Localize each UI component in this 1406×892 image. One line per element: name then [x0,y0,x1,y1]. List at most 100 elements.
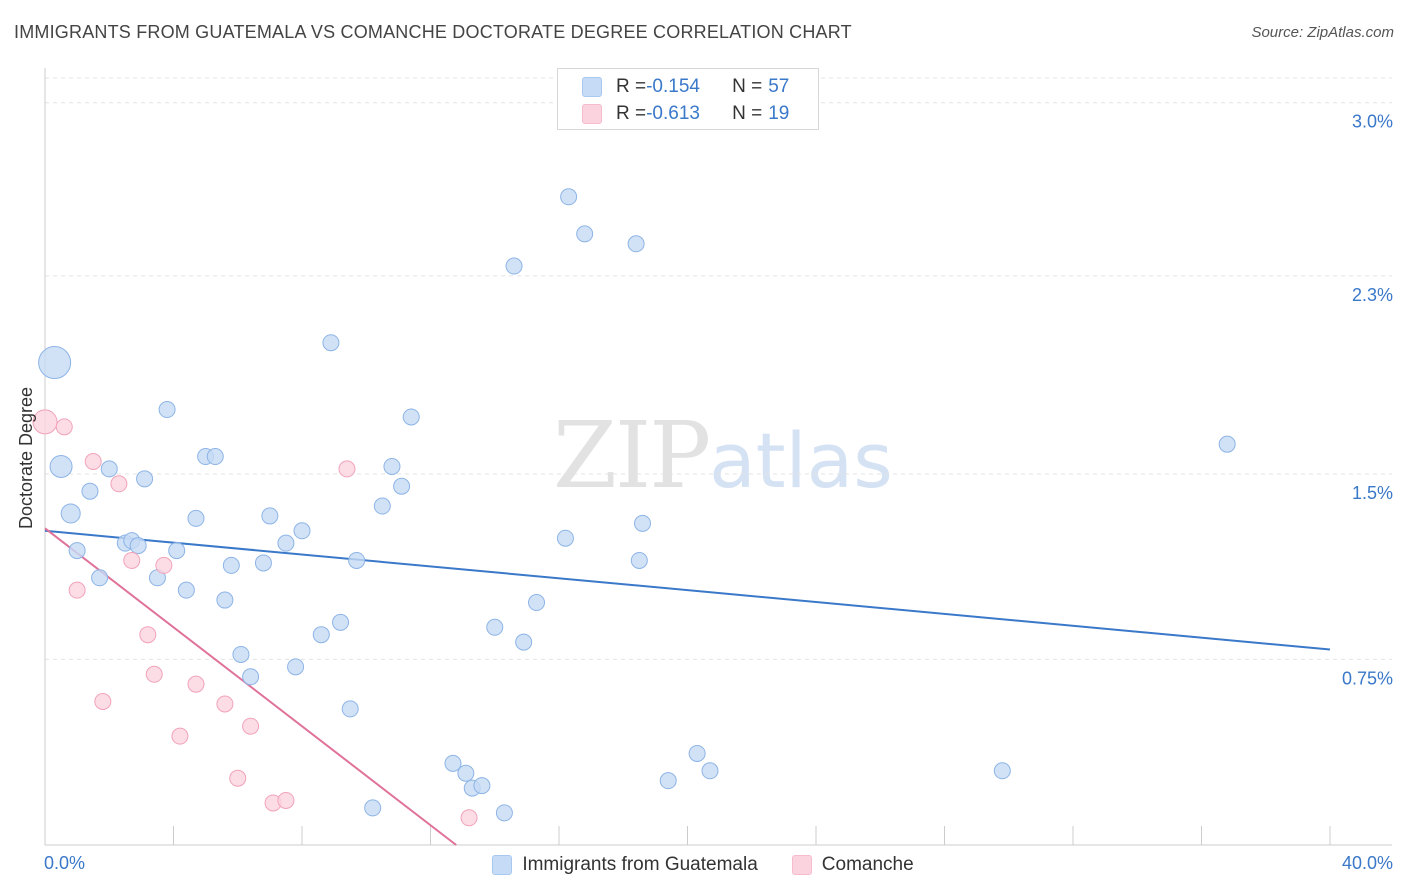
point-guatemala [129,537,147,555]
point-comanche [110,475,128,493]
point-guatemala [60,503,81,524]
r-value: -0.613 [646,103,700,124]
y-tick-label: 2.3% [1352,285,1393,305]
n-label: N = [732,103,763,124]
point-guatemala [373,497,391,515]
point-comanche [187,675,205,693]
r-label: R = [616,103,647,124]
axes [44,68,1392,846]
point-guatemala [383,457,401,475]
point-comanche [242,717,260,735]
data-points [32,188,1236,827]
point-guatemala [495,804,513,822]
point-guatemala [630,551,648,569]
r-label: R = [616,76,647,97]
legend-label-comanche: Comanche [821,854,914,875]
stats-row-comanche: R = -0.613 N = 19 [582,101,789,127]
guatemala-swatch [582,77,602,97]
point-guatemala [560,188,578,206]
trendline-guatemala [44,529,1331,651]
point-guatemala [261,507,279,525]
comanche-swatch [582,104,602,124]
legend-swatch-comanche [791,855,812,875]
legend-item-guatemala: Immigrants from Guatemala [492,854,758,876]
y-tick-label: 1.5% [1352,483,1393,503]
point-guatemala [49,454,73,478]
x-tick-label-min: 0.0% [44,853,85,873]
point-comanche [123,551,141,569]
y-tick-label: 3.0% [1352,112,1393,132]
point-guatemala [348,551,366,569]
tick-labels: 0.75% 1.5% 2.3% 3.0% 0.0% 40.0% Doctorate Degr… [16,112,1393,873]
point-comanche [155,556,173,574]
y-axis-label: Doctorate Degree [16,387,36,529]
point-comanche [84,453,102,470]
point-comanche [171,727,189,745]
correlation-stats-box: R = -0.154 N = 57 R = -0.613 N = 19 [557,68,819,130]
point-guatemala [402,408,420,426]
point-guatemala [341,700,359,718]
x-tick-label-max: 40.0% [1342,853,1393,873]
point-guatemala [293,522,311,540]
zipatlas-watermark: ZIPatlas [553,402,893,509]
point-comanche [460,809,478,827]
r-value: -0.154 [646,76,700,97]
point-guatemala [222,556,240,574]
legend-label-guatemala: Immigrants from Guatemala [522,854,758,875]
point-comanche [32,409,58,435]
point-guatemala [627,235,645,253]
point-guatemala [364,799,382,817]
point-guatemala [232,645,250,663]
n-label: N = [732,76,763,97]
point-comanche [139,626,157,644]
point-guatemala [81,482,99,500]
point-guatemala [576,225,594,243]
point-guatemala [158,401,176,419]
point-guatemala [634,514,652,532]
point-guatemala [68,542,86,560]
point-guatemala [254,554,272,572]
point-guatemala [216,591,234,609]
point-guatemala [277,534,295,552]
watermark-zip: ZIP [553,402,711,509]
trendline-comanche [44,527,457,846]
point-comanche [338,460,356,478]
point-guatemala [312,626,330,644]
point-guatemala [38,346,72,380]
point-guatemala [177,581,195,599]
point-guatemala [100,460,118,478]
n-value: 57 [768,76,790,97]
point-comanche [94,692,112,710]
point-guatemala [515,633,533,651]
point-guatemala [168,542,186,560]
source-credit: Source: ZipAtlas.com [1251,24,1394,41]
point-guatemala [993,762,1011,780]
point-guatemala [486,618,504,636]
point-comanche [68,581,86,599]
point-guatemala [701,762,719,780]
point-guatemala [444,754,462,772]
point-guatemala [528,594,546,612]
point-comanche [145,665,163,683]
point-guatemala [457,764,475,782]
point-guatemala [287,658,305,676]
point-guatemala [322,334,340,352]
point-guatemala [688,744,706,762]
watermark-atlas: atlas [709,416,893,505]
trendlines [44,527,1331,846]
legend-item-comanche: Comanche [791,854,914,876]
point-guatemala [187,509,205,527]
grid-lines [45,77,1392,660]
point-guatemala [136,470,154,488]
point-guatemala [1218,435,1236,453]
point-comanche [55,418,73,436]
point-guatemala [393,477,411,495]
point-guatemala [206,448,224,466]
point-guatemala [91,569,109,587]
y-tick-label: 0.75% [1342,668,1393,688]
point-guatemala [659,772,677,790]
point-comanche [277,791,295,809]
point-guatemala [505,257,523,275]
point-guatemala [473,777,491,795]
